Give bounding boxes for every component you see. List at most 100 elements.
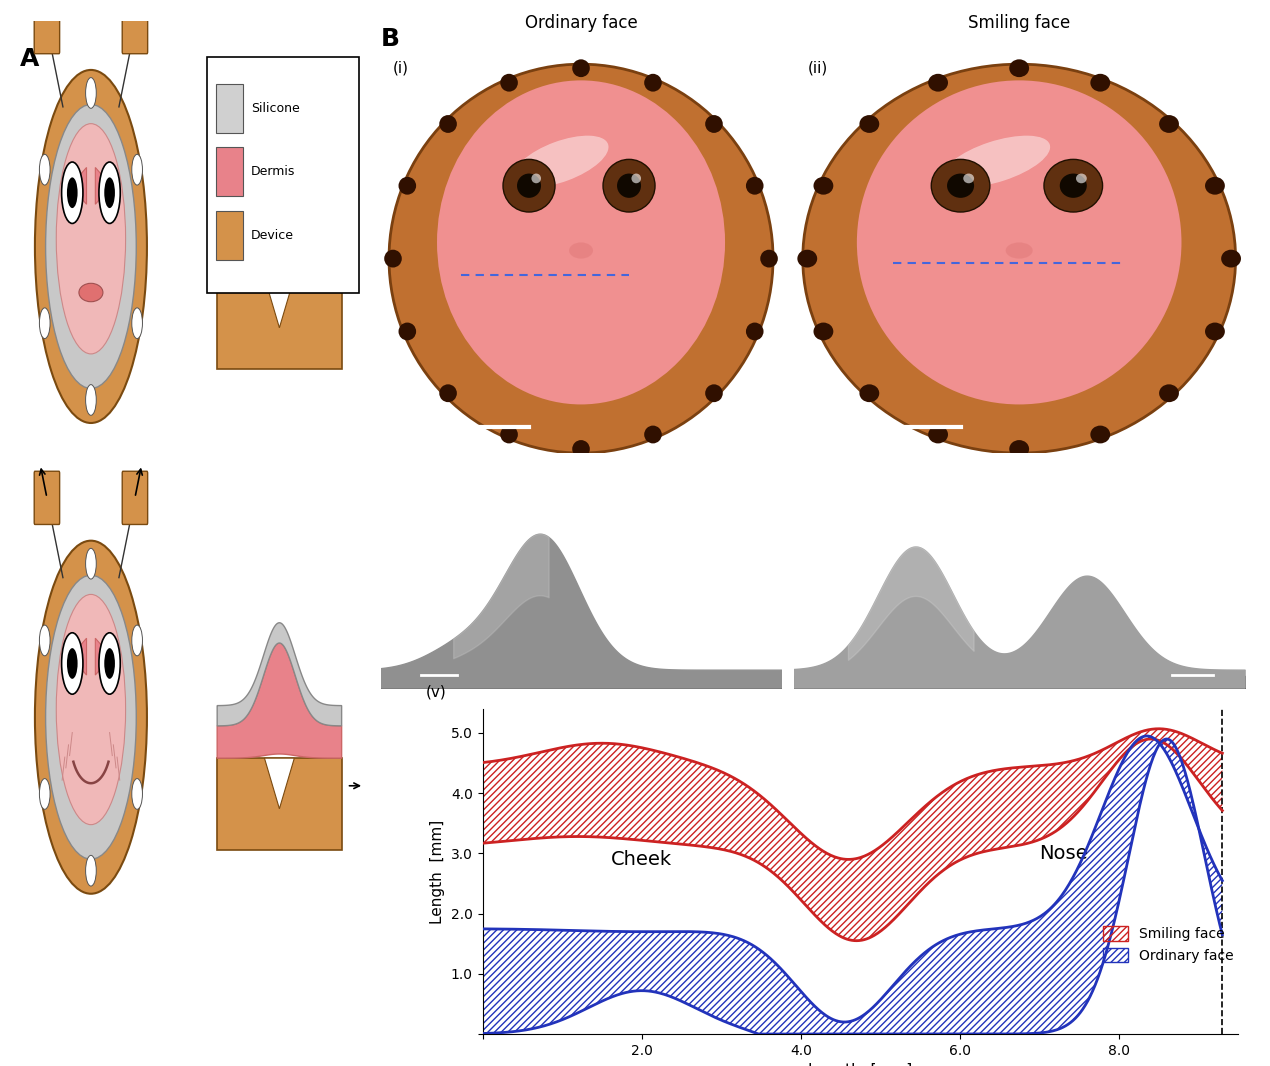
Circle shape [439, 385, 457, 402]
Ellipse shape [857, 80, 1181, 404]
Legend: Smiling face, Ordinary face: Smiling face, Ordinary face [1097, 921, 1238, 969]
Circle shape [85, 78, 97, 109]
Text: Ordinary face: Ordinary face [525, 14, 638, 32]
FancyBboxPatch shape [216, 84, 243, 133]
Text: A: A [20, 47, 39, 71]
Text: (i): (i) [392, 60, 409, 75]
Circle shape [104, 648, 116, 679]
Circle shape [1059, 174, 1087, 198]
Circle shape [39, 155, 50, 185]
FancyBboxPatch shape [34, 0, 60, 53]
Polygon shape [264, 277, 295, 328]
Circle shape [132, 625, 142, 656]
Circle shape [1044, 160, 1102, 212]
Circle shape [573, 60, 589, 77]
Circle shape [132, 155, 142, 185]
Circle shape [503, 160, 555, 212]
Circle shape [631, 174, 641, 183]
Circle shape [928, 425, 947, 443]
Text: Dermis: Dermis [251, 165, 296, 178]
Text: (iii): (iii) [392, 472, 418, 487]
Polygon shape [264, 758, 295, 809]
Circle shape [85, 548, 97, 579]
Ellipse shape [56, 595, 126, 825]
Polygon shape [71, 639, 86, 675]
Circle shape [931, 160, 989, 212]
Circle shape [132, 778, 142, 809]
Polygon shape [95, 167, 112, 205]
Circle shape [99, 633, 121, 694]
Text: (v): (v) [425, 684, 447, 699]
Circle shape [705, 385, 723, 402]
FancyBboxPatch shape [217, 245, 342, 277]
Circle shape [798, 249, 817, 268]
Ellipse shape [79, 284, 103, 302]
Ellipse shape [1006, 242, 1033, 259]
Circle shape [85, 385, 97, 416]
FancyBboxPatch shape [122, 471, 147, 524]
Circle shape [385, 249, 401, 268]
Ellipse shape [36, 70, 147, 423]
FancyBboxPatch shape [217, 277, 342, 369]
Circle shape [1010, 440, 1029, 458]
Ellipse shape [46, 104, 136, 388]
Ellipse shape [36, 540, 147, 893]
Text: (ii): (ii) [808, 60, 828, 75]
FancyBboxPatch shape [122, 0, 147, 53]
Text: Smiling face: Smiling face [968, 14, 1071, 32]
Circle shape [1205, 323, 1224, 340]
Circle shape [439, 115, 457, 133]
Polygon shape [217, 623, 342, 726]
Circle shape [531, 174, 541, 183]
FancyBboxPatch shape [217, 222, 342, 245]
Text: Silicone: Silicone [251, 102, 300, 115]
Circle shape [132, 308, 142, 339]
Y-axis label: Length  [mm]: Length [mm] [431, 820, 446, 923]
Ellipse shape [46, 576, 136, 859]
Circle shape [644, 425, 662, 443]
Ellipse shape [944, 135, 1050, 188]
Text: (iv): (iv) [808, 472, 832, 487]
Ellipse shape [569, 242, 593, 259]
FancyBboxPatch shape [217, 758, 342, 851]
Circle shape [1076, 174, 1087, 183]
Circle shape [860, 115, 879, 133]
Circle shape [705, 115, 723, 133]
Text: B: B [381, 27, 400, 51]
Circle shape [85, 855, 97, 886]
X-axis label: Length  [mm]: Length [mm] [808, 1063, 913, 1066]
Circle shape [860, 385, 879, 402]
Circle shape [963, 174, 974, 183]
Circle shape [67, 177, 77, 208]
Circle shape [814, 323, 833, 340]
Circle shape [745, 177, 763, 195]
Ellipse shape [389, 64, 773, 453]
Circle shape [1010, 60, 1029, 77]
FancyBboxPatch shape [34, 471, 60, 524]
Text: Device: Device [251, 229, 293, 242]
Circle shape [399, 323, 417, 340]
Circle shape [39, 778, 50, 809]
Circle shape [104, 177, 116, 208]
FancyBboxPatch shape [216, 211, 243, 260]
Circle shape [99, 162, 121, 224]
Circle shape [67, 648, 77, 679]
Circle shape [1091, 425, 1110, 443]
Circle shape [644, 74, 662, 92]
Text: Cheek: Cheek [611, 850, 672, 869]
Circle shape [1160, 115, 1179, 133]
Circle shape [947, 174, 974, 198]
Circle shape [617, 174, 641, 198]
Circle shape [62, 162, 83, 224]
Circle shape [1205, 177, 1224, 195]
Circle shape [928, 74, 947, 92]
Circle shape [62, 633, 83, 694]
Circle shape [745, 323, 763, 340]
Circle shape [814, 177, 833, 195]
Polygon shape [95, 639, 112, 675]
Ellipse shape [803, 64, 1236, 453]
Ellipse shape [513, 135, 608, 188]
Ellipse shape [437, 80, 725, 404]
Circle shape [573, 440, 589, 458]
Circle shape [603, 160, 655, 212]
